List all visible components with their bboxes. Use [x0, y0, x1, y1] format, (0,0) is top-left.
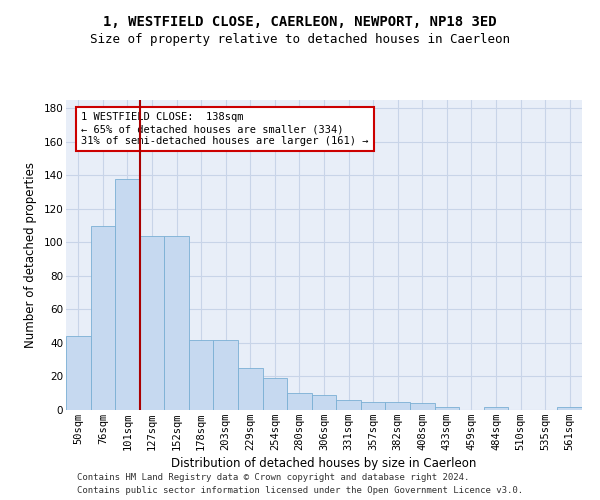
- Bar: [115, 179, 140, 410]
- Bar: [410, 404, 434, 410]
- Bar: [557, 406, 582, 410]
- Text: Size of property relative to detached houses in Caerleon: Size of property relative to detached ho…: [90, 32, 510, 46]
- Bar: [189, 340, 214, 410]
- Bar: [164, 236, 189, 410]
- Text: Contains HM Land Registry data © Crown copyright and database right 2024.
Contai: Contains HM Land Registry data © Crown c…: [77, 474, 523, 495]
- X-axis label: Distribution of detached houses by size in Caerleon: Distribution of detached houses by size …: [172, 457, 476, 470]
- Bar: [434, 406, 459, 410]
- Bar: [385, 402, 410, 410]
- Bar: [214, 340, 238, 410]
- Bar: [287, 393, 312, 410]
- Bar: [336, 400, 361, 410]
- Bar: [140, 236, 164, 410]
- Text: 1 WESTFIELD CLOSE:  138sqm
← 65% of detached houses are smaller (334)
31% of sem: 1 WESTFIELD CLOSE: 138sqm ← 65% of detac…: [82, 112, 369, 146]
- Bar: [66, 336, 91, 410]
- Bar: [238, 368, 263, 410]
- Bar: [91, 226, 115, 410]
- Y-axis label: Number of detached properties: Number of detached properties: [23, 162, 37, 348]
- Text: 1, WESTFIELD CLOSE, CAERLEON, NEWPORT, NP18 3ED: 1, WESTFIELD CLOSE, CAERLEON, NEWPORT, N…: [103, 15, 497, 29]
- Bar: [312, 395, 336, 410]
- Bar: [263, 378, 287, 410]
- Bar: [361, 402, 385, 410]
- Bar: [484, 406, 508, 410]
